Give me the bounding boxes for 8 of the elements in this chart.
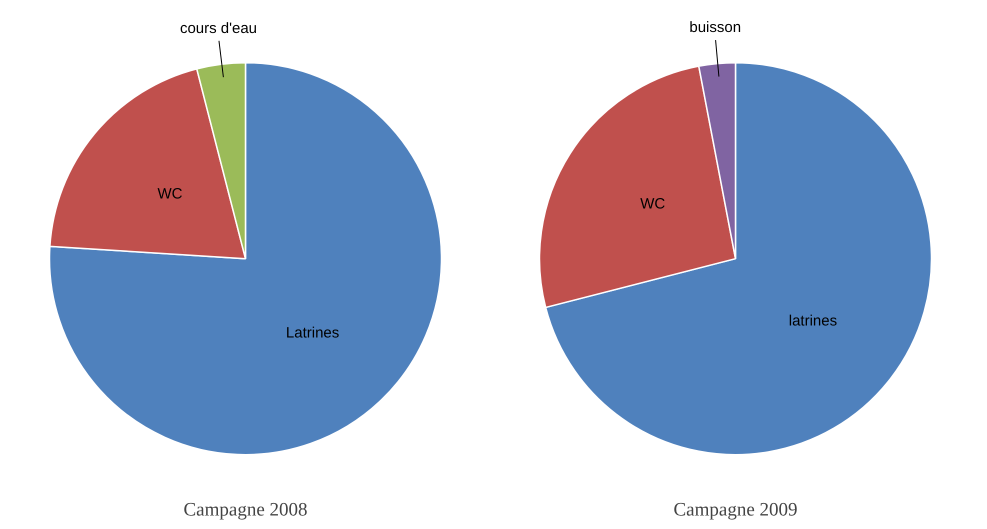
- text: Campagne 2009: [674, 500, 798, 520]
- slice-label: WC: [157, 185, 183, 202]
- slice-label: latrines: [788, 312, 838, 330]
- text: Campagne 2008: [184, 500, 308, 520]
- slice-label: Latrines: [286, 324, 340, 342]
- slice-label: WC: [640, 196, 666, 213]
- slice-label: buisson: [689, 19, 742, 36]
- slice-label: cours d'eau: [180, 20, 258, 37]
